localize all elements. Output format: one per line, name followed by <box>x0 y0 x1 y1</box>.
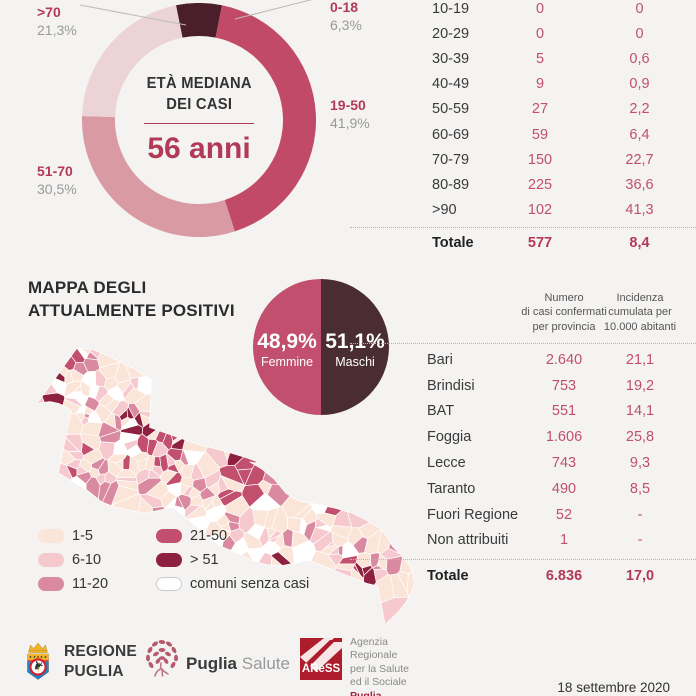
svg-text:AReSS: AReSS <box>302 663 341 675</box>
